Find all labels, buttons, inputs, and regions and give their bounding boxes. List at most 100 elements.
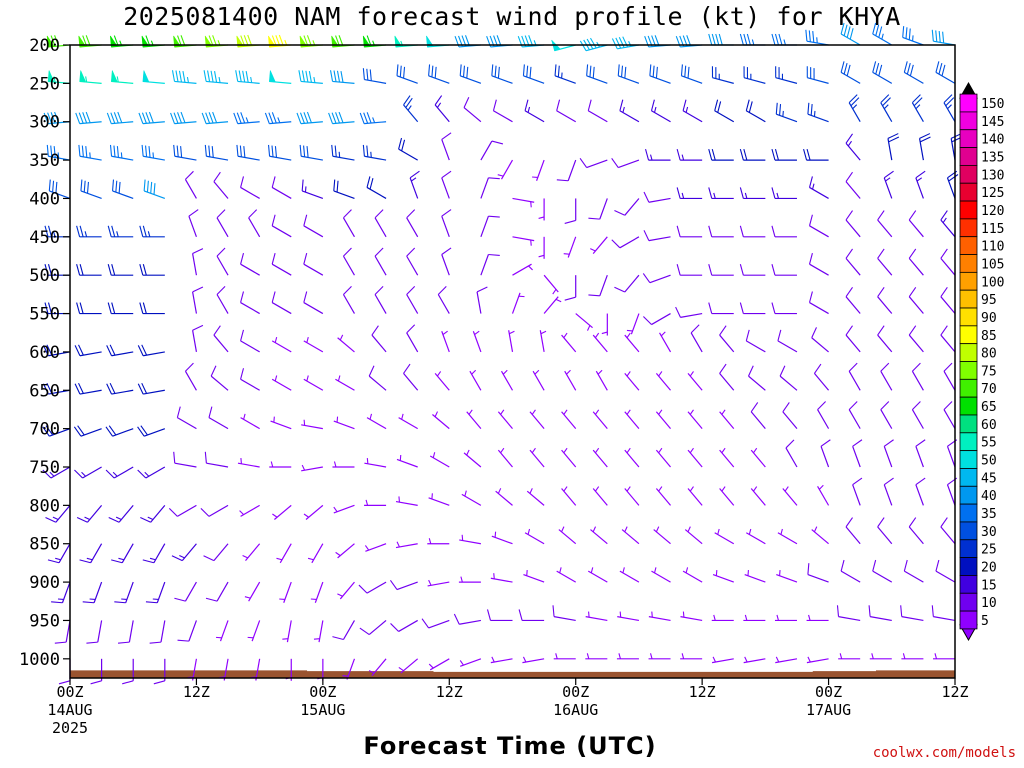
- barb-flag: [938, 30, 941, 43]
- wind-barb: [659, 331, 672, 353]
- colorbar-swatch: [959, 468, 978, 487]
- barb-pennant: [110, 35, 118, 48]
- barb-flag: [441, 132, 452, 140]
- x-tick-label: 12Z: [183, 683, 210, 701]
- barb-flag: [301, 70, 305, 82]
- wind-barb: [303, 504, 324, 520]
- barb-staff: [301, 424, 323, 430]
- wind-barb: [276, 543, 292, 564]
- barb-half-flag: [783, 39, 786, 46]
- wind-barb: [852, 439, 863, 468]
- barb-half-flag: [653, 106, 657, 113]
- barb-half-flag: [428, 579, 432, 586]
- barb-half-flag: [531, 447, 536, 454]
- barb-flag: [213, 171, 221, 182]
- barb-flag: [409, 170, 420, 179]
- wind-barb: [811, 327, 829, 353]
- barb-flag: [614, 286, 626, 293]
- barb-flag: [846, 26, 851, 38]
- barb-flag: [441, 209, 452, 217]
- barb-flag: [114, 601, 126, 604]
- wind-barb: [908, 248, 924, 276]
- barb-flag: [343, 209, 352, 219]
- barb-flag: [462, 65, 465, 78]
- barb-half-flag: [687, 526, 691, 533]
- barb-staff: [143, 155, 165, 161]
- barb-flag: [771, 302, 776, 314]
- wind-barb: [595, 369, 608, 391]
- barb-flag: [47, 559, 60, 564]
- wind-barb: [554, 64, 576, 84]
- barb-flag: [138, 112, 144, 124]
- barb-half-flag: [712, 656, 717, 663]
- barb-staff: [511, 292, 521, 314]
- barb-flag: [811, 327, 817, 338]
- barb-flag: [852, 477, 863, 486]
- barb-staff: [429, 658, 450, 671]
- wind-barb: [588, 198, 608, 220]
- barb-flag: [843, 24, 848, 36]
- barb-staff: [838, 616, 861, 622]
- barb-staff: [216, 255, 229, 276]
- barb-flag: [54, 641, 67, 644]
- wind-barb: [561, 409, 577, 430]
- barb-staff: [206, 80, 229, 84]
- barb-staff: [480, 140, 493, 161]
- barb-staff: [314, 581, 324, 603]
- colorbar-label: 40: [981, 489, 997, 504]
- barb-flag: [235, 70, 239, 82]
- barb-flag: [680, 64, 683, 76]
- barb-staff: [681, 75, 703, 84]
- barb-flag: [931, 605, 934, 617]
- barb-flag: [374, 209, 384, 219]
- wind-barb: [396, 64, 418, 84]
- barb-flag: [264, 112, 270, 124]
- barb-flag: [359, 112, 365, 124]
- wind-barb: [719, 447, 735, 468]
- ground-layer: [70, 670, 955, 678]
- barb-flag: [850, 97, 860, 107]
- wind-barb: [427, 538, 450, 545]
- barb-staff: [111, 121, 134, 125]
- barb-half-flag: [531, 409, 536, 415]
- barb-flag: [82, 112, 88, 124]
- wind-barb: [140, 504, 166, 523]
- barb-half-flag: [721, 409, 726, 415]
- x-tick-label: 00Z: [56, 683, 83, 701]
- barb-flag: [840, 22, 845, 35]
- barb-half-flag: [626, 409, 631, 415]
- barb-pennant: [331, 35, 340, 48]
- wind-barb: [74, 344, 102, 357]
- wind-barb: [359, 112, 387, 125]
- barb-flag: [748, 365, 754, 377]
- barb-flag: [306, 146, 309, 158]
- colorbar-label: 60: [981, 418, 997, 433]
- barb-flag: [50, 112, 56, 124]
- barb-staff: [50, 466, 71, 479]
- barb-staff: [333, 504, 355, 514]
- barb-flag: [938, 62, 943, 75]
- wind-barb: [852, 477, 863, 506]
- barb-flag: [820, 439, 831, 447]
- barb-flag: [777, 329, 782, 342]
- barb-flag: [739, 302, 744, 314]
- barb-staff: [592, 411, 608, 430]
- barb-flag: [529, 66, 532, 79]
- colorbar-swatch: [959, 414, 978, 434]
- wind-barb: [911, 401, 924, 429]
- barb-flag: [173, 112, 179, 124]
- barb-half-flag: [337, 375, 341, 382]
- barb-flag: [686, 35, 692, 47]
- colorbar-label: 10: [981, 596, 997, 611]
- barb-staff: [398, 619, 418, 632]
- barb-staff: [940, 334, 956, 353]
- barb-flag: [332, 636, 344, 641]
- wind-barb: [655, 447, 671, 468]
- wind-barb: [153, 658, 166, 685]
- barb-half-flag: [626, 332, 631, 339]
- colorbar-swatch: [959, 254, 978, 273]
- barb-staff: [79, 155, 102, 161]
- barb-half-flag: [272, 513, 278, 518]
- wind-barb: [406, 324, 419, 353]
- barb-half-flag: [852, 104, 858, 110]
